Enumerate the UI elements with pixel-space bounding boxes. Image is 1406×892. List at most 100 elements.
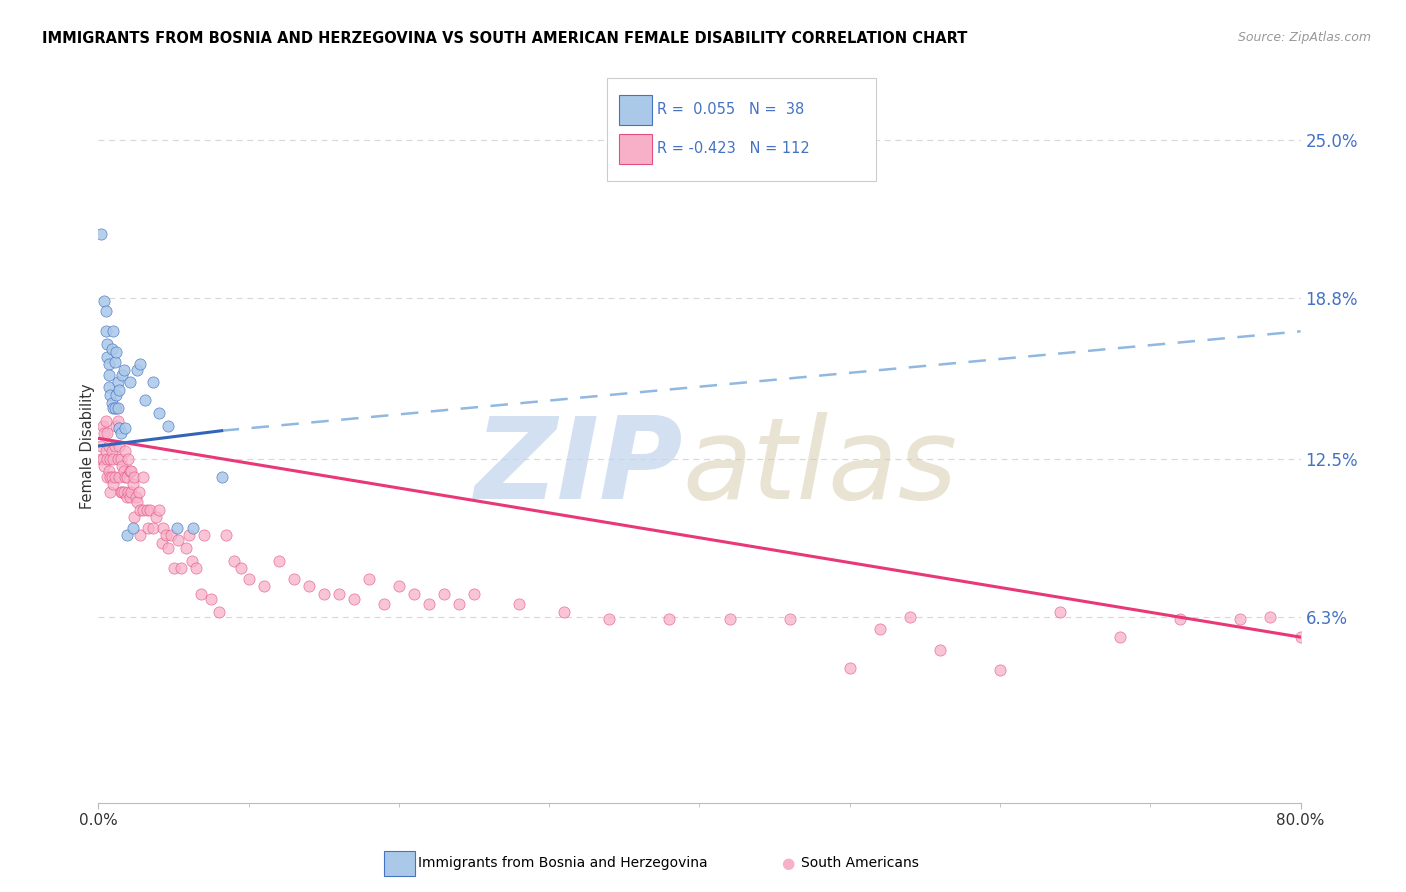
Point [190,587,212,601]
Point [174,541,197,555]
Point [93,293,115,308]
Point [167,533,190,548]
Point [215,528,238,542]
Point [127,362,149,376]
Point [433,587,456,601]
Text: ●: ● [780,856,794,871]
Point [343,591,366,606]
Point [134,393,156,408]
Point [283,572,305,586]
Point [103,324,125,338]
Point [104,469,127,483]
Point [155,528,177,542]
Point [658,612,681,626]
Point [93,426,115,441]
Point [162,561,184,575]
Point [402,587,425,601]
Point [104,355,127,369]
Text: Immigrants from Bosnia and Herzegovina: Immigrants from Bosnia and Herzegovina [418,856,707,871]
Point [117,484,139,499]
Point [508,597,530,611]
Point [90,451,112,466]
Point [117,451,139,466]
Point [96,337,118,351]
Point [166,520,188,534]
Point [94,413,117,427]
Point [129,528,152,542]
Point [122,520,145,534]
Point [128,484,150,499]
Point [141,376,163,390]
Point [114,444,136,458]
Point [328,587,350,601]
Point [869,623,891,637]
Point [156,541,179,555]
Point [181,520,204,534]
Point [91,451,114,466]
Point [125,490,148,504]
Point [104,439,127,453]
Point [463,587,485,601]
Point [107,451,129,466]
Point [118,490,141,504]
Point [373,597,395,611]
Point [898,609,921,624]
Text: R = -0.423   N = 112: R = -0.423 N = 112 [657,142,810,156]
Point [93,459,115,474]
Point [231,561,253,575]
Point [150,536,173,550]
Point [97,465,120,479]
Point [90,227,112,242]
Text: IMMIGRANTS FROM BOSNIA AND HERZEGOVINA VS SOUTH AMERICAN FEMALE DISABILITY CORRE: IMMIGRANTS FROM BOSNIA AND HERZEGOVINA V… [42,31,967,46]
Point [111,368,134,382]
Point [94,324,117,338]
Point [112,484,135,499]
Point [103,477,125,491]
Point [148,502,170,516]
Point [1289,630,1312,644]
Point [145,510,167,524]
Point [124,469,146,483]
Point [138,502,160,516]
Point [141,520,163,534]
Point [267,554,290,568]
Point [177,528,200,542]
Point [91,418,114,433]
Point [94,444,117,458]
Point [136,520,159,534]
Point [94,304,117,318]
Point [96,469,118,483]
Point [298,579,321,593]
Point [124,510,146,524]
Point [718,612,741,626]
Point [100,388,122,402]
Point [115,469,138,483]
Point [114,469,136,483]
Point [115,528,138,542]
Point [779,612,801,626]
Point [418,597,440,611]
Point [111,484,134,499]
Point [112,362,135,376]
Point [103,451,125,466]
Point [105,344,128,359]
Point [110,484,132,499]
Point [598,612,620,626]
Point [184,561,207,575]
Point [121,465,143,479]
Point [108,439,131,453]
Point [96,451,118,466]
Point [388,579,411,593]
Point [101,342,124,356]
Point [115,490,138,504]
Point [103,401,125,415]
Point [447,597,470,611]
Point [152,520,174,534]
Point [156,418,179,433]
Point [193,528,215,542]
Point [132,502,155,516]
Point [838,661,860,675]
Point [127,495,149,509]
Text: R =  0.055   N =  38: R = 0.055 N = 38 [657,103,804,117]
Point [105,388,128,402]
